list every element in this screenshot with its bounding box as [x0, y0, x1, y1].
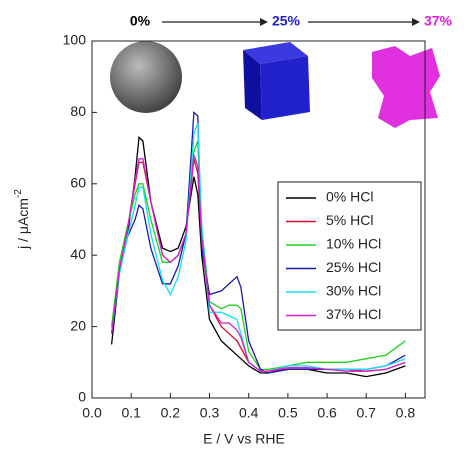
y-tick-label: 60: [70, 175, 86, 191]
y-axis-label-main: j / μAcm: [15, 198, 31, 250]
annotation: 0%: [130, 13, 151, 29]
x-tick-label: 0.6: [317, 405, 337, 421]
tetrahexahedron-icon: [372, 46, 440, 128]
data-line: [110, 136, 406, 378]
annotation: 25%: [272, 13, 301, 29]
x-tick-label: 0.5: [278, 405, 298, 421]
data-line: [110, 122, 406, 372]
legend-label: 5% HCl: [326, 212, 373, 228]
y-tick-label: 40: [70, 246, 86, 262]
y-axis-label-sup: -2: [13, 189, 24, 198]
x-tick-label: 0.7: [357, 405, 377, 421]
y-tick-label: 20: [70, 317, 86, 333]
x-tick-label: 0.8: [396, 405, 416, 421]
x-tick-label: 0.0: [82, 405, 102, 421]
legend-label: 10% HCl: [326, 236, 381, 252]
data-line: [110, 110, 406, 374]
cube-icon: [243, 42, 310, 120]
x-tick-label: 0.1: [121, 405, 141, 421]
y-tick-label: 0: [78, 389, 86, 405]
x-axis-label: E / V vs RHE: [203, 431, 285, 447]
x-tick-label: 0.3: [200, 405, 220, 421]
arrow-head: [260, 18, 268, 26]
data-line: [110, 154, 406, 372]
plot-frame: [91, 40, 426, 399]
sphere-icon: [110, 41, 182, 113]
annotation: 37%: [424, 13, 453, 29]
y-tick-label: 100: [63, 32, 87, 48]
legend-label: 37% HCl: [326, 306, 381, 322]
arrow-head: [412, 18, 420, 26]
legend-label: 0% HCl: [326, 189, 373, 205]
legend-box: [277, 181, 422, 331]
y-axis-label: j / μAcm-2: [13, 189, 31, 250]
x-tick-label: 0.2: [161, 405, 181, 421]
legend-label: 25% HCl: [326, 259, 381, 275]
legend-label: 30% HCl: [326, 283, 381, 299]
y-tick-label: 80: [70, 103, 86, 119]
x-tick-label: 0.4: [239, 405, 259, 421]
